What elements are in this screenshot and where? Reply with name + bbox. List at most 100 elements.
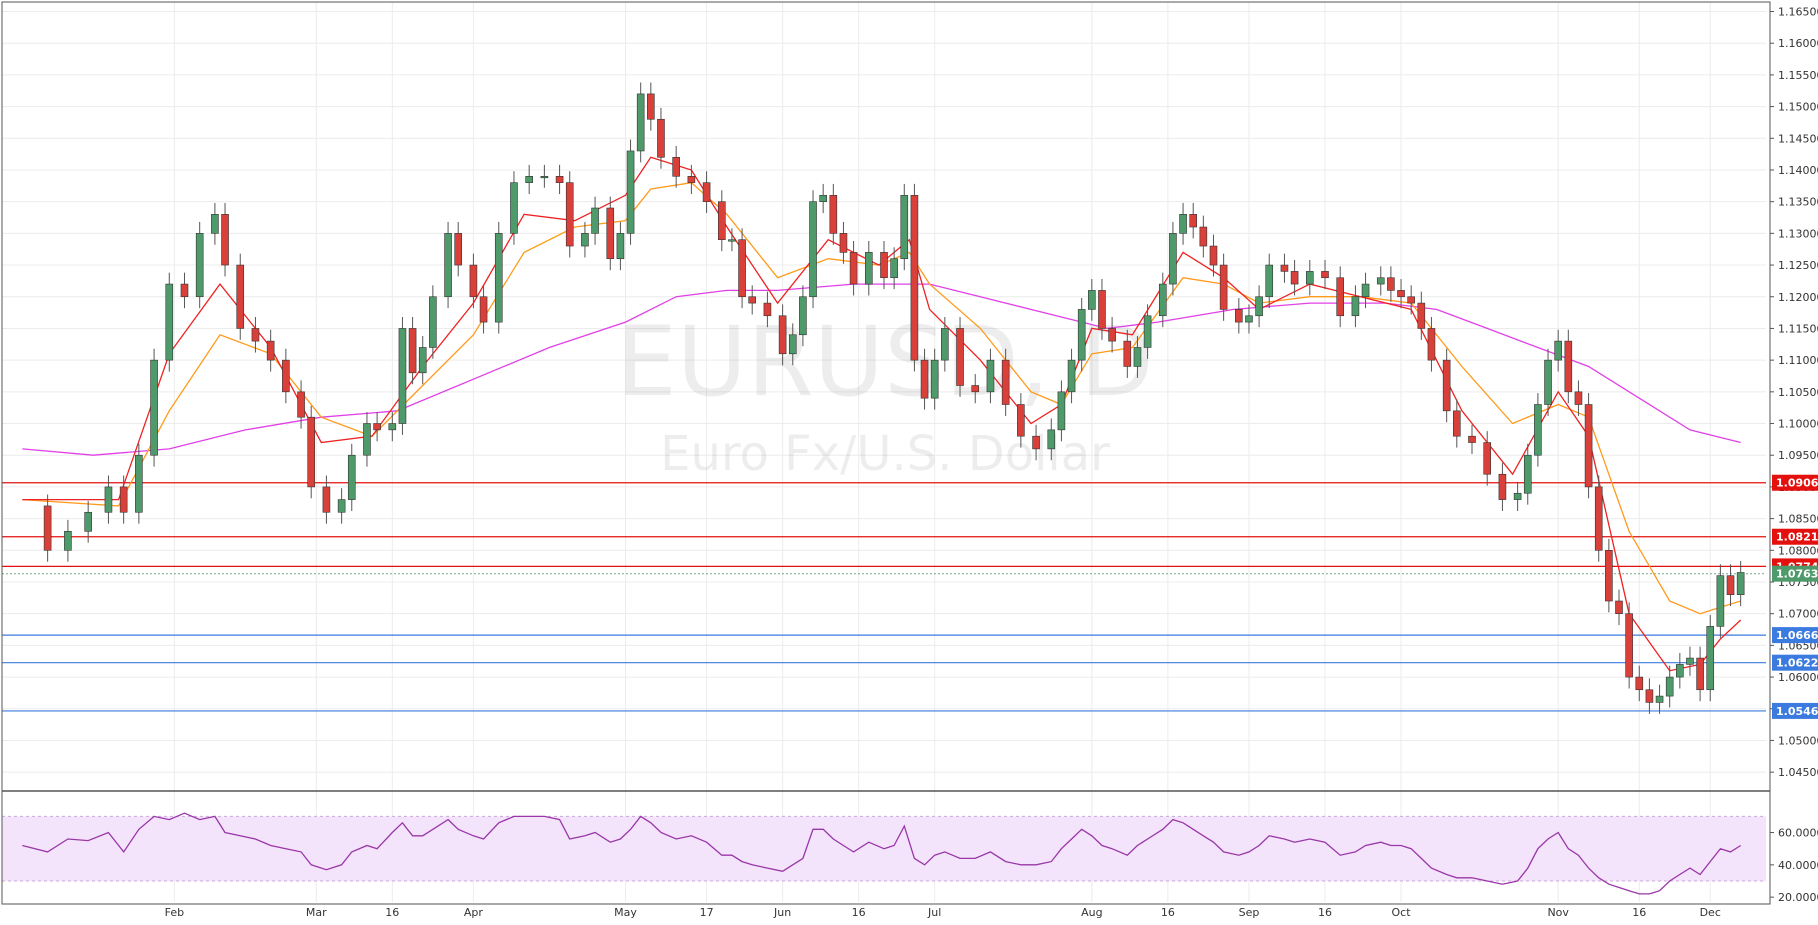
y-tick-label: 1.14000 — [1778, 164, 1818, 177]
candle-body — [1017, 404, 1025, 437]
candle-body — [1726, 575, 1735, 595]
candle-body — [738, 239, 746, 298]
candle-body — [1665, 676, 1674, 697]
candle-body — [900, 195, 909, 260]
candle-body — [1169, 233, 1177, 285]
candle-body — [1387, 277, 1395, 291]
y-tick-label: 1.16500 — [1778, 6, 1818, 19]
candle-body — [1468, 435, 1476, 443]
candle-body — [1336, 277, 1345, 317]
x-tick-label: Sep — [1239, 906, 1260, 919]
candle-body — [363, 423, 371, 456]
candle-body — [398, 328, 407, 424]
x-tick-label: Mar — [306, 906, 327, 919]
candle-body — [1305, 271, 1314, 285]
x-tick-label: Feb — [165, 906, 184, 919]
y-tick-label: 1.13500 — [1778, 196, 1818, 209]
candle-body — [1057, 391, 1066, 431]
x-tick-label: Apr — [464, 906, 484, 919]
candle-body — [221, 214, 229, 266]
candle-body — [1534, 404, 1542, 456]
candle-body — [418, 347, 427, 374]
candle-body — [337, 499, 346, 513]
candle-body — [864, 252, 873, 285]
candle-body — [1513, 492, 1522, 500]
price-tag-resistance — [1772, 528, 1818, 545]
candle-body — [971, 385, 980, 393]
x-tick-label: 17 — [700, 906, 714, 919]
candle-body — [195, 233, 204, 298]
candle-body — [1077, 309, 1086, 361]
candle-body — [1605, 549, 1613, 602]
candle-body — [510, 182, 518, 234]
candle-body — [1686, 657, 1694, 665]
candle-body — [849, 252, 858, 285]
candle-body — [150, 359, 158, 456]
candle-body — [1265, 264, 1274, 298]
candle-body — [1635, 676, 1644, 691]
candle-body — [748, 296, 757, 304]
candle-body — [525, 176, 533, 183]
rsi-y-tick-label: 20.0000 — [1778, 891, 1818, 904]
candle-body — [444, 233, 452, 298]
candle-body — [251, 328, 260, 342]
candle-body — [1280, 264, 1289, 272]
rsi-y-tick-label: 40.0000 — [1778, 859, 1818, 872]
x-tick-label: 16 — [1161, 906, 1175, 919]
x-tick-label: 16 — [385, 906, 399, 919]
candle-body — [647, 93, 655, 120]
candle-body — [1108, 328, 1116, 342]
candle-body — [322, 486, 331, 513]
candle-body — [1564, 340, 1573, 393]
candle-body — [986, 359, 995, 393]
price-tag-support — [1772, 627, 1818, 644]
candle-body — [64, 530, 72, 551]
candle-body — [1067, 359, 1076, 393]
candle-body — [180, 283, 189, 298]
price-tag-resistance — [1772, 474, 1818, 491]
candle-body — [591, 207, 599, 234]
candle-body — [1554, 340, 1562, 361]
candle-body — [135, 454, 143, 513]
y-tick-label: 1.04500 — [1778, 766, 1818, 779]
candle-body — [373, 423, 381, 431]
candle-body — [1376, 277, 1385, 285]
y-tick-label: 1.10000 — [1778, 418, 1818, 431]
candle-body — [1442, 359, 1451, 412]
candle-body — [1676, 664, 1684, 678]
candle-body — [1655, 695, 1664, 703]
x-tick-label: Jun — [773, 906, 791, 919]
y-tick-label: 1.13000 — [1778, 227, 1818, 240]
y-tick-label: 1.05000 — [1778, 734, 1818, 747]
candle-body — [454, 233, 463, 266]
candle-body — [1397, 290, 1405, 298]
y-tick-label: 1.08500 — [1778, 513, 1818, 526]
candle-body — [347, 454, 356, 500]
candle-body — [1452, 410, 1461, 437]
candle-body — [1736, 572, 1745, 595]
x-tick-label: 16 — [852, 906, 866, 919]
candle-body — [388, 423, 397, 431]
candle-body — [1133, 347, 1142, 367]
candle-body — [1179, 214, 1187, 234]
candle-body — [1615, 600, 1623, 614]
candle-body — [799, 296, 807, 336]
candle-body — [956, 328, 964, 386]
candle-body — [282, 359, 290, 393]
candle-body — [626, 150, 635, 234]
ma-long-line — [22, 283, 1741, 456]
candle-body — [717, 201, 726, 241]
candle-body — [687, 176, 696, 183]
candle-body — [890, 258, 898, 279]
candle-body — [1199, 226, 1208, 247]
candle-body — [941, 328, 949, 361]
y-tick-label: 1.11500 — [1778, 322, 1818, 335]
candle-body — [1255, 296, 1263, 317]
candle-body — [1407, 296, 1415, 304]
candle-body — [920, 359, 929, 399]
candle-body — [1625, 613, 1633, 678]
candle-body — [1235, 309, 1243, 323]
candle-body — [104, 486, 113, 513]
